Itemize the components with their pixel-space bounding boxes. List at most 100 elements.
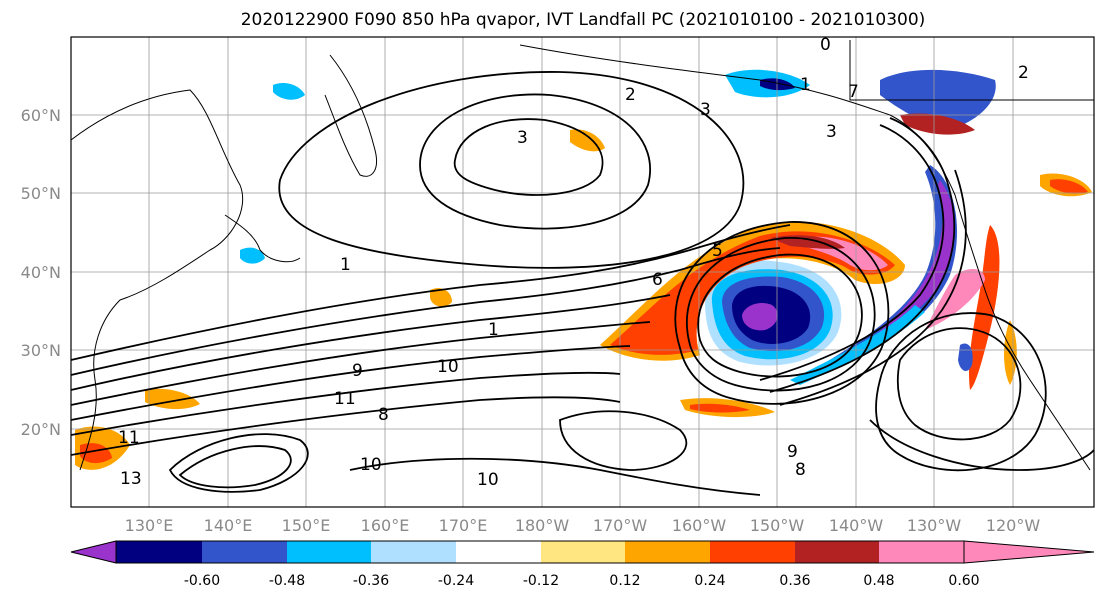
- colorbar-segment: [456, 541, 541, 563]
- alaska-coastline: [519, 44, 891, 116]
- contour-4: [70, 321, 651, 406]
- contour-label: 7: [848, 82, 859, 102]
- gridlines: [71, 37, 1094, 507]
- lon-label: 120°W: [986, 516, 1041, 535]
- lon-label: 150°W: [750, 516, 805, 535]
- latitude-labels: 60°N 50°N 40°N 30°N 20°N: [21, 106, 61, 439]
- lon-label: 140°W: [829, 516, 884, 535]
- positive-ring-red: [610, 231, 895, 355]
- ivt-contours: [70, 71, 1095, 496]
- contour-label: 1: [488, 320, 499, 340]
- kamchatka-coastline: [324, 54, 377, 177]
- contour-east-2: [875, 312, 1047, 472]
- coastal-positive-band: [969, 225, 1000, 390]
- contour-jet-3: [779, 169, 967, 406]
- colorbar-segment: [795, 541, 879, 563]
- contour-label: 13: [120, 469, 142, 489]
- contour-6: [70, 371, 621, 436]
- contour-label: 3: [700, 100, 711, 120]
- contour-label: 8: [795, 460, 806, 480]
- colorbar-extend-low: [71, 541, 116, 563]
- colorbar-segment: [541, 541, 625, 563]
- contour-north-1: [453, 118, 604, 196]
- colorbar-extend-high: [964, 541, 1094, 563]
- contour-label: 2: [1018, 63, 1029, 83]
- colorbar-extend-outline: [963, 540, 1095, 564]
- lon-label: 170°W: [593, 516, 648, 535]
- contour-label: 3: [826, 122, 837, 142]
- colorbar-segment: [710, 541, 795, 563]
- contour-label: 9: [787, 442, 798, 462]
- contour-3: [70, 294, 671, 391]
- contour-sw-1: [168, 433, 309, 493]
- lat-label: 30°N: [21, 341, 61, 360]
- contour-east-3: [869, 419, 1095, 471]
- colorbar-tick-label: 0.48: [863, 573, 894, 589]
- lon-label: 130°W: [907, 516, 962, 535]
- cell-sw-red: [80, 443, 112, 464]
- colorbar-tick-label: 0.24: [694, 573, 725, 589]
- colorbar: -0.60 -0.48 -0.36 -0.24 -0.12 0.12 0.24 …: [70, 540, 1095, 589]
- colorbar-tick-label: -0.36: [353, 573, 389, 589]
- contour-jet-2: [769, 117, 956, 393]
- lon-label: 140°E: [204, 516, 253, 535]
- colorbar-frame: [115, 540, 965, 564]
- contour-labels: 1 1 1 2 2 3 3 3 6 8 8 9 9 10 10 10 11 11…: [118, 35, 1029, 490]
- cell-east-red: [1050, 179, 1088, 194]
- contour-label: 0: [820, 35, 831, 55]
- asia-coastline: [70, 89, 244, 471]
- lon-label: 170°E: [439, 516, 488, 535]
- colorbar-tick-label: -0.24: [438, 573, 474, 589]
- colorbar-tick-label: -0.12: [523, 573, 559, 589]
- map-title: 2020122900 F090 850 hPa qvapor, IVT Land…: [241, 10, 926, 30]
- lon-label: 180°W: [515, 516, 570, 535]
- contour-north-3: [278, 71, 745, 269]
- contour-south-1: [349, 457, 761, 496]
- colorbar-tick-label: 0.60: [948, 573, 979, 589]
- colorbar-extend-outline: [70, 540, 117, 564]
- contour-label: 10: [437, 357, 459, 377]
- lat-label: 40°N: [21, 263, 61, 282]
- cell-japan-blue: [240, 247, 265, 264]
- cell-north-pacific-orange: [430, 288, 452, 307]
- contour-2: [70, 247, 781, 376]
- contour-label: 11: [118, 428, 140, 448]
- contour-7: [70, 396, 621, 456]
- japan-coastline: [224, 214, 301, 263]
- colorbar-segment: [371, 541, 456, 563]
- colorbar-tick-label: -0.48: [269, 573, 305, 589]
- lat-label: 60°N: [21, 106, 61, 125]
- contour-low-2: [685, 237, 876, 392]
- contour-5: [70, 345, 631, 421]
- colorbar-segment: [879, 541, 964, 563]
- map-frame: [70, 36, 1095, 508]
- contour-label: 3: [517, 128, 528, 148]
- cell-east-blue: [958, 343, 973, 372]
- coastal-positive-band-pink: [925, 268, 985, 330]
- contour-east-1: [896, 327, 1022, 441]
- contour-south-2: [559, 410, 688, 471]
- contour-sw-2: [178, 445, 292, 489]
- contour-label: 10: [360, 455, 382, 475]
- contour-low-1: [697, 253, 863, 378]
- alaska-negative-dark: [900, 113, 975, 135]
- colorbar-segment: [287, 541, 371, 563]
- lat-label: 20°N: [21, 420, 61, 439]
- colorbar-tick-label: -0.60: [184, 573, 220, 589]
- lon-label: 150°E: [282, 516, 331, 535]
- contour-label: 6: [652, 270, 663, 290]
- contour-label: 5: [712, 241, 723, 261]
- lat-label: 50°N: [21, 184, 61, 203]
- contour-label: 1: [800, 75, 811, 95]
- negative-anomaly-purple: [742, 303, 778, 331]
- colorbar-tick-label: 0.36: [779, 573, 810, 589]
- contour-label: 2: [625, 85, 636, 105]
- cell-south-red: [690, 403, 750, 413]
- contour-label: 8: [378, 405, 389, 425]
- cell-japan-light: [273, 83, 305, 100]
- map-panel: 1 1 1 2 2 3 3 3 6 8 8 9 9 10 10 10 11 11…: [70, 35, 1095, 508]
- contour-label: 11: [334, 389, 356, 409]
- lon-label: 130°E: [125, 516, 174, 535]
- contour-label: 9: [352, 361, 363, 381]
- lon-label: 160°W: [672, 516, 727, 535]
